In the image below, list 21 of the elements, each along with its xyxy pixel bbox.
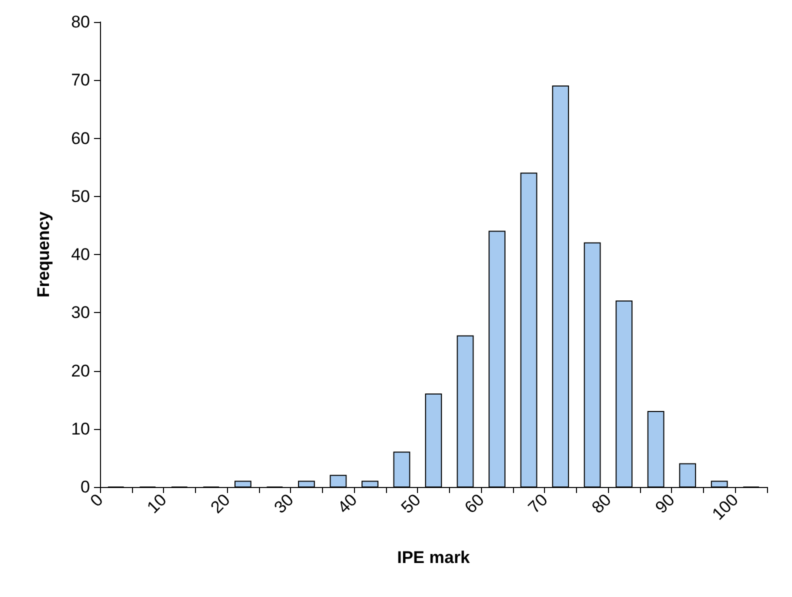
x-axis-title: IPE mark [397,548,470,567]
y-tick-label: 50 [71,186,90,206]
x-tick-label: 50 [398,490,424,518]
y-tick-label: 40 [71,245,90,264]
x-tick-label: 70 [524,490,552,518]
y-tick-label: 0 [80,478,90,496]
y-tick-label: 10 [71,419,90,438]
x-tick-label: 80 [588,490,615,518]
x-tick-label: 90 [652,490,678,518]
x-tick-label: 40 [334,490,361,518]
y-tick-label: 80 [71,12,90,32]
y-tick-label: 70 [71,70,90,90]
x-tick-label: 30 [270,490,298,518]
x-tick-label: 60 [461,490,488,518]
y-tick-label: 30 [71,303,90,322]
x-tick-label: 10 [143,490,170,518]
y-axis-title: Frequency [34,210,53,298]
x-tick-label: 20 [206,490,234,518]
x-tick-label: 100 [708,490,742,524]
y-tick-label: 20 [71,361,90,380]
y-tick-label: 60 [71,128,90,148]
